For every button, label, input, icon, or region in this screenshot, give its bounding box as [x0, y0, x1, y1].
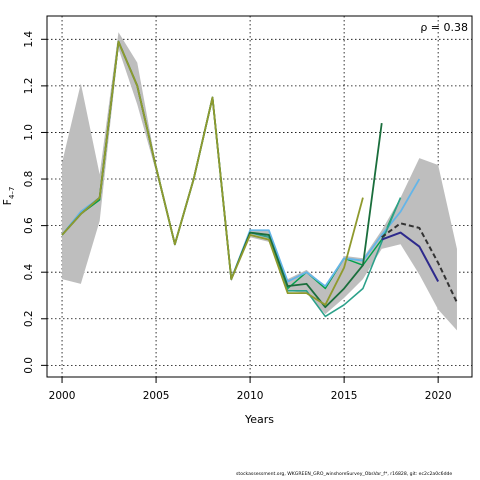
series-lines: [61, 40, 458, 318]
y-tick-label: 1.2: [23, 78, 35, 95]
y-tick-label: 0.8: [23, 171, 35, 188]
y-axis-label: F4–7: [1, 187, 16, 206]
y-axis-label-main: F: [1, 199, 14, 205]
series-line-5: [381, 231, 440, 282]
x-tick-label: 2015: [331, 390, 358, 402]
y-tick-label: 1.4: [23, 31, 35, 48]
series-line-6: [381, 222, 458, 303]
x-axis: 2000 2005 2010 2015 2020: [49, 376, 452, 402]
series-line-4: [61, 40, 364, 306]
y-tick-label: 0.4: [23, 264, 35, 281]
y-tick-label: 1.0: [23, 124, 35, 141]
confidence-band-area: [62, 32, 457, 331]
y-tick-label: 0.2: [23, 310, 35, 327]
y-tick-label: 0.0: [23, 357, 35, 374]
x-tick-label: 2010: [237, 390, 264, 402]
y-axis-label-subscript: 4–7: [8, 187, 16, 199]
x-tick-label: 2000: [49, 390, 76, 402]
x-axis-label: Years: [244, 413, 274, 426]
footer-credit: stockassessment.org, WKGREEN_GRO_winshor…: [236, 472, 453, 477]
y-tick-label: 0.6: [23, 217, 35, 234]
x-tick-label: 2005: [143, 390, 170, 402]
confidence-band: [62, 32, 457, 331]
rho-annotation: ρ = 0.38: [420, 21, 468, 34]
x-tick-label: 2020: [425, 390, 452, 402]
series-line-3: [61, 40, 383, 309]
y-axis: 0.0 0.2 0.4 0.6 0.8 1.0 1.2 1.4: [23, 31, 48, 374]
